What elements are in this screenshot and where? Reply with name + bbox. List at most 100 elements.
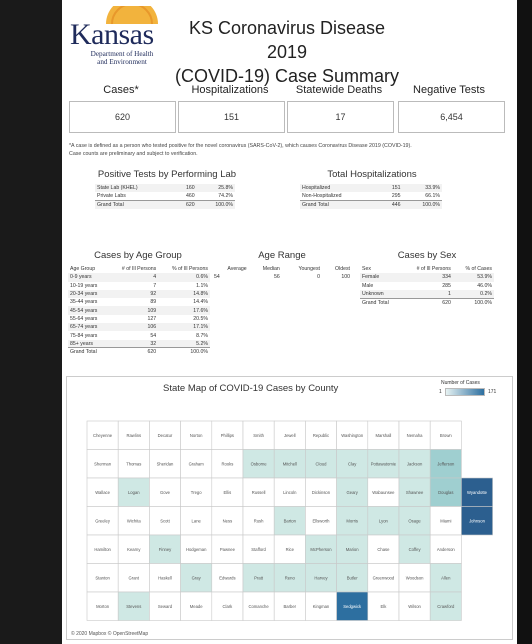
county-shape[interactable] <box>273 591 306 621</box>
county-shape[interactable] <box>180 506 213 536</box>
county-rawlins[interactable]: Rawlins <box>117 420 150 450</box>
county-shape[interactable] <box>367 534 400 564</box>
county-logan[interactable]: Logan <box>117 477 150 507</box>
county-woodson[interactable]: Woodson <box>398 563 431 593</box>
county-sheridan[interactable]: Sheridan <box>149 449 181 479</box>
county-shape[interactable] <box>149 506 181 536</box>
county-greeley[interactable]: Greeley <box>86 506 119 536</box>
county-douglas[interactable]: Douglas <box>429 477 462 507</box>
county-decatur[interactable]: Decatur <box>149 420 181 450</box>
county-sedgwick[interactable]: Sedgwick <box>336 591 369 621</box>
negative-tests-value-box[interactable]: 6,454 <box>398 101 505 133</box>
county-graham[interactable]: Graham <box>180 449 213 479</box>
table-row[interactable]: Private Labs 460 74.2% <box>95 192 235 200</box>
county-shape[interactable] <box>86 506 119 536</box>
county-shape[interactable] <box>211 534 244 564</box>
table-row[interactable]: Female 334 53.9% <box>360 273 494 282</box>
hospitalizations-value-box[interactable]: 151 <box>178 101 285 133</box>
county-shape[interactable] <box>242 534 275 564</box>
county-lyon[interactable]: Lyon <box>367 506 400 536</box>
table-row[interactable]: 85+ years 32 5.2% <box>68 339 210 348</box>
county-seward[interactable]: Seward <box>149 591 181 621</box>
county-crawford[interactable]: Crawford <box>429 591 462 621</box>
county-hamilton[interactable]: Hamilton <box>86 534 119 564</box>
county-wabaunsee[interactable]: Wabaunsee <box>367 477 400 507</box>
county-shape[interactable] <box>242 449 275 479</box>
county-scott[interactable]: Scott <box>149 506 181 536</box>
county-shape[interactable] <box>180 420 213 450</box>
county-republic[interactable]: Republic <box>305 420 337 450</box>
county-osborne[interactable]: Osborne <box>242 449 275 479</box>
county-shape[interactable] <box>429 449 462 479</box>
county-norton[interactable]: Norton <box>180 420 213 450</box>
table-row[interactable]: 35-44 years 89 14.4% <box>68 298 210 306</box>
county-hodgeman[interactable]: Hodgeman <box>180 534 213 564</box>
county-shape[interactable] <box>273 563 306 593</box>
county-marshall[interactable]: Marshall <box>367 420 400 450</box>
county-harvey[interactable]: Harvey <box>305 563 337 593</box>
county-shape[interactable] <box>398 534 431 564</box>
county-ness[interactable]: Ness <box>211 506 244 536</box>
county-grant[interactable]: Grant <box>117 563 150 593</box>
county-shape[interactable] <box>398 591 431 621</box>
county-gray[interactable]: Gray <box>180 563 213 593</box>
county-finney[interactable]: Finney <box>149 534 181 564</box>
table-row-total[interactable]: Grand Total 620 100.0% <box>95 200 235 209</box>
county-cheyenne[interactable]: Cheyenne <box>86 420 119 450</box>
county-edwards[interactable]: Edwards <box>211 563 244 593</box>
county-chase[interactable]: Chase <box>367 534 400 564</box>
county-stevens[interactable]: Stevens <box>117 591 150 621</box>
county-pottawatomie[interactable]: Pottawatomie <box>367 449 400 479</box>
county-shape[interactable] <box>273 449 306 479</box>
county-shape[interactable] <box>429 591 462 621</box>
county-osage[interactable]: Osage <box>398 506 431 536</box>
table-row[interactable]: Hospitalized 151 33.9% <box>300 184 442 193</box>
county-shape[interactable] <box>367 477 400 507</box>
county-lincoln[interactable]: Lincoln <box>273 477 306 507</box>
column-header[interactable]: % of Ill Persons <box>171 266 208 273</box>
county-rush[interactable]: Rush <box>242 506 275 536</box>
county-johnson[interactable]: Johnson <box>461 506 493 536</box>
table-row[interactable]: 45-54 years 109 17.6% <box>68 306 210 315</box>
column-header[interactable]: # of Ill Persons <box>121 266 157 273</box>
county-shape[interactable] <box>180 477 213 507</box>
county-brown[interactable]: Brown <box>429 420 462 450</box>
map-attribution[interactable]: © 2020 Mapbox © OpenStreetMap <box>71 631 149 637</box>
county-shape[interactable] <box>461 477 493 507</box>
table-row[interactable]: 54 56 0 100 <box>212 273 352 281</box>
county-lane[interactable]: Lane <box>180 506 213 536</box>
county-shape[interactable] <box>211 477 244 507</box>
table-row[interactable]: Non-Hospitalized 295 66.1% <box>300 192 442 200</box>
county-shape[interactable] <box>117 477 150 507</box>
county-comanche[interactable]: Comanche <box>242 591 275 621</box>
county-shape[interactable] <box>211 591 244 621</box>
county-shape[interactable] <box>398 477 431 507</box>
deaths-value-box[interactable]: 17 <box>287 101 394 133</box>
table-row[interactable]: 20-34 years 92 14.8% <box>68 289 210 299</box>
county-shape[interactable] <box>180 591 213 621</box>
county-shape[interactable] <box>86 534 119 564</box>
county-sherman[interactable]: Sherman <box>86 449 119 479</box>
county-shape[interactable] <box>242 591 275 621</box>
county-shape[interactable] <box>367 420 400 450</box>
column-header[interactable]: # of Ill Persons <box>416 266 451 273</box>
county-wallace[interactable]: Wallace <box>86 477 119 507</box>
county-morton[interactable]: Morton <box>86 591 119 621</box>
kansas-county-map[interactable]: Cheyenne Rawlins Decatur Norton Phillips Smit… <box>67 377 514 641</box>
county-shape[interactable] <box>117 591 150 621</box>
county-shape[interactable] <box>86 477 119 507</box>
table-row[interactable]: Male 285 46.0% <box>360 282 494 290</box>
county-washington[interactable]: Washington <box>336 420 369 450</box>
county-russell[interactable]: Russell <box>242 477 275 507</box>
county-jewell[interactable]: Jewell <box>273 420 306 450</box>
county-elk[interactable]: Elk <box>367 591 400 621</box>
county-shape[interactable] <box>149 477 181 507</box>
county-ellis[interactable]: Ellis <box>211 477 244 507</box>
county-shape[interactable] <box>429 563 462 593</box>
county-shape[interactable] <box>211 506 244 536</box>
county-ellsworth[interactable]: Ellsworth <box>305 506 337 536</box>
county-mitchell[interactable]: Mitchell <box>273 449 306 479</box>
county-stafford[interactable]: Stafford <box>242 534 275 564</box>
table-row[interactable]: 55-64 years 127 20.5% <box>68 315 210 323</box>
county-stanton[interactable]: Stanton <box>86 563 119 593</box>
